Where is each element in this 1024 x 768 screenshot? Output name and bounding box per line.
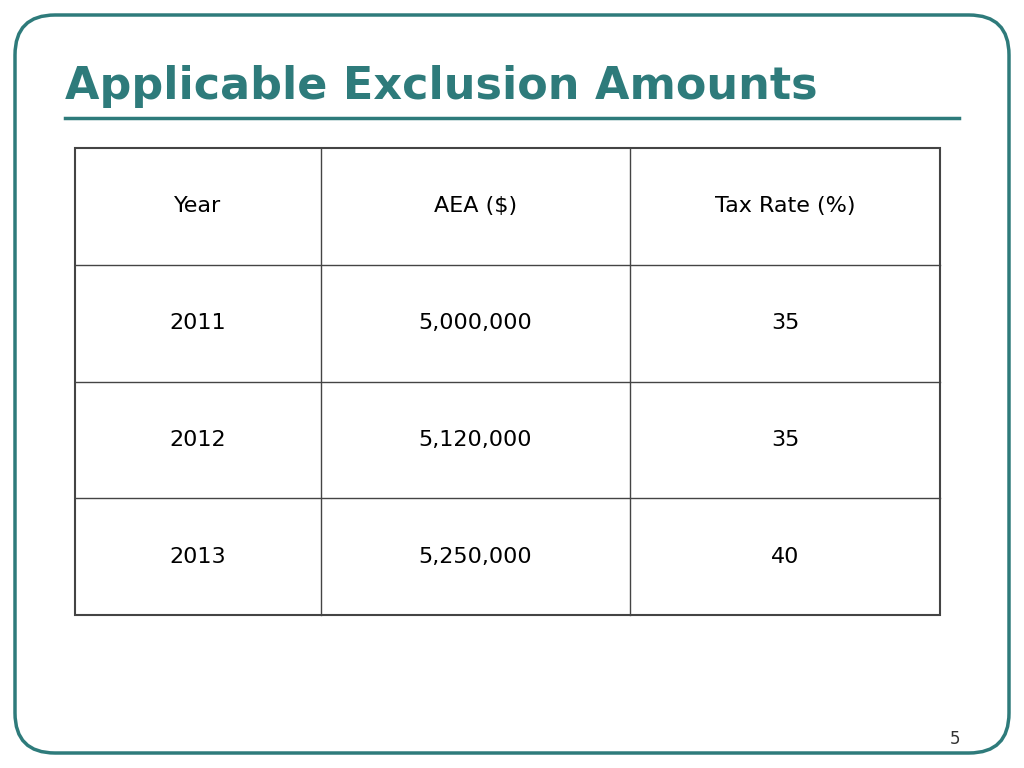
Text: 5,000,000: 5,000,000 xyxy=(419,313,532,333)
Text: 2012: 2012 xyxy=(170,430,226,450)
Text: AEA ($): AEA ($) xyxy=(434,197,517,217)
Text: 5,250,000: 5,250,000 xyxy=(419,547,532,567)
Text: 5,120,000: 5,120,000 xyxy=(419,430,532,450)
Text: 2011: 2011 xyxy=(170,313,226,333)
Text: Applicable Exclusion Amounts: Applicable Exclusion Amounts xyxy=(65,65,817,108)
FancyBboxPatch shape xyxy=(15,15,1009,753)
Text: 5: 5 xyxy=(949,730,961,748)
Text: 2013: 2013 xyxy=(170,547,226,567)
Bar xyxy=(75,148,940,615)
Text: Year: Year xyxy=(174,197,221,217)
Text: 35: 35 xyxy=(771,430,800,450)
Text: 40: 40 xyxy=(771,547,800,567)
Text: Tax Rate (%): Tax Rate (%) xyxy=(715,197,855,217)
Text: 35: 35 xyxy=(771,313,800,333)
